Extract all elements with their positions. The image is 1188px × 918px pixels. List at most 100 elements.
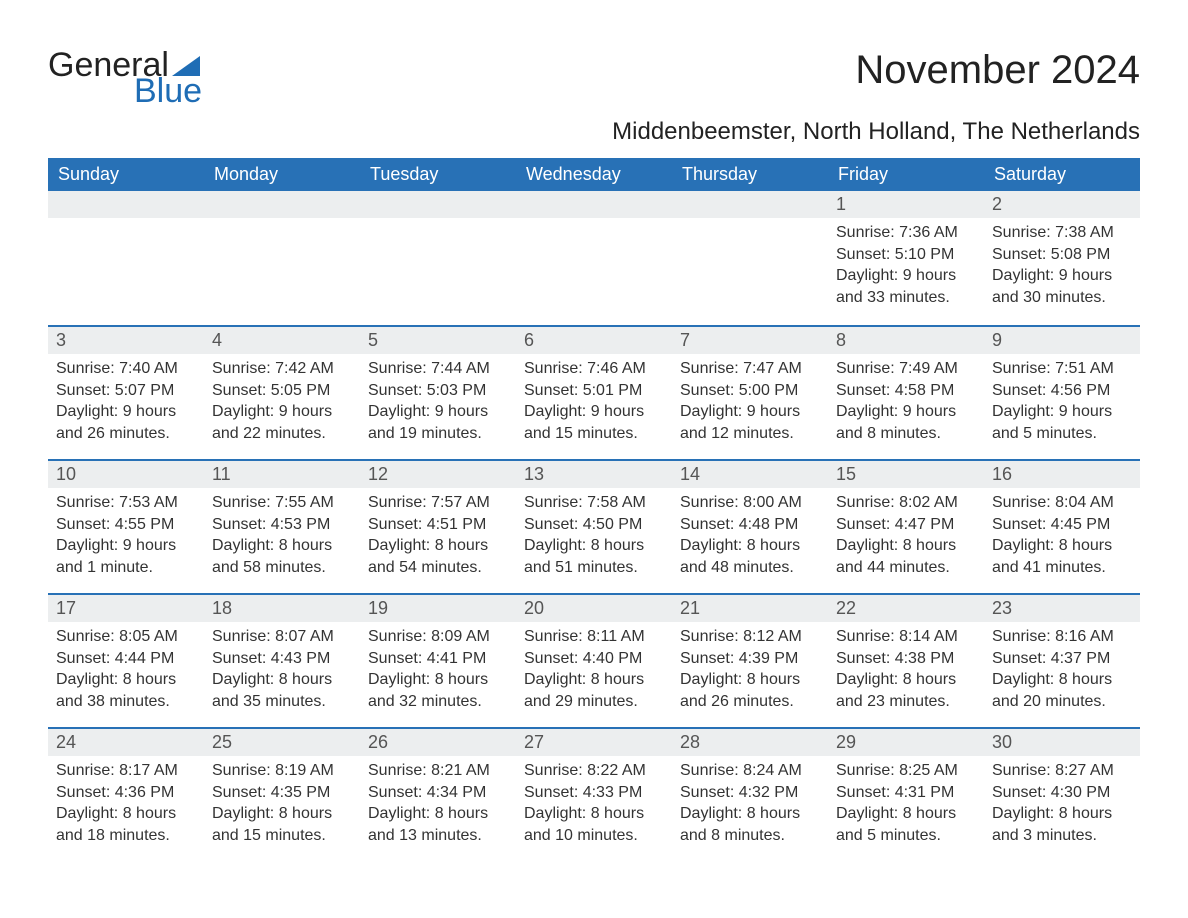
day-day1: Daylight: 8 hours	[56, 669, 196, 691]
day-day1: Daylight: 8 hours	[368, 803, 508, 825]
calendar-cell: 3Sunrise: 7:40 AMSunset: 5:07 PMDaylight…	[48, 327, 204, 459]
day-sunset: Sunset: 4:43 PM	[212, 648, 352, 670]
day-day2: and 23 minutes.	[836, 691, 976, 713]
day-day1: Daylight: 9 hours	[56, 401, 196, 423]
day-number	[360, 191, 516, 218]
day-sunrise: Sunrise: 7:55 AM	[212, 492, 352, 514]
day-sunset: Sunset: 4:53 PM	[212, 514, 352, 536]
day-info: Sunrise: 7:55 AMSunset: 4:53 PMDaylight:…	[204, 488, 360, 588]
day-sunrise: Sunrise: 7:57 AM	[368, 492, 508, 514]
day-number	[516, 191, 672, 218]
day-number: 1	[828, 191, 984, 218]
day-sunset: Sunset: 4:55 PM	[56, 514, 196, 536]
day-sunset: Sunset: 4:39 PM	[680, 648, 820, 670]
calendar-cell	[516, 191, 672, 325]
calendar-cell: 1Sunrise: 7:36 AMSunset: 5:10 PMDaylight…	[828, 191, 984, 325]
day-day1: Daylight: 9 hours	[368, 401, 508, 423]
day-day1: Daylight: 8 hours	[524, 669, 664, 691]
day-day2: and 51 minutes.	[524, 557, 664, 579]
calendar-cell: 12Sunrise: 7:57 AMSunset: 4:51 PMDayligh…	[360, 461, 516, 593]
day-info: Sunrise: 7:57 AMSunset: 4:51 PMDaylight:…	[360, 488, 516, 588]
day-number: 29	[828, 729, 984, 756]
day-day2: and 1 minute.	[56, 557, 196, 579]
day-sunrise: Sunrise: 8:07 AM	[212, 626, 352, 648]
day-day1: Daylight: 8 hours	[992, 535, 1132, 557]
day-number: 13	[516, 461, 672, 488]
day-day2: and 32 minutes.	[368, 691, 508, 713]
day-sunset: Sunset: 4:32 PM	[680, 782, 820, 804]
day-day1: Daylight: 8 hours	[212, 803, 352, 825]
calendar-cell: 7Sunrise: 7:47 AMSunset: 5:00 PMDaylight…	[672, 327, 828, 459]
day-sunset: Sunset: 4:58 PM	[836, 380, 976, 402]
day-day2: and 26 minutes.	[680, 691, 820, 713]
day-sunrise: Sunrise: 7:53 AM	[56, 492, 196, 514]
calendar-cell: 25Sunrise: 8:19 AMSunset: 4:35 PMDayligh…	[204, 729, 360, 861]
day-sunrise: Sunrise: 7:44 AM	[368, 358, 508, 380]
calendar-cell: 16Sunrise: 8:04 AMSunset: 4:45 PMDayligh…	[984, 461, 1140, 593]
day-sunset: Sunset: 4:36 PM	[56, 782, 196, 804]
calendar-cell: 17Sunrise: 8:05 AMSunset: 4:44 PMDayligh…	[48, 595, 204, 727]
calendar-cell: 14Sunrise: 8:00 AMSunset: 4:48 PMDayligh…	[672, 461, 828, 593]
day-day1: Daylight: 9 hours	[992, 265, 1132, 287]
day-sunrise: Sunrise: 8:25 AM	[836, 760, 976, 782]
day-day1: Daylight: 8 hours	[212, 535, 352, 557]
day-day2: and 48 minutes.	[680, 557, 820, 579]
calendar-cell	[360, 191, 516, 325]
day-day1: Daylight: 9 hours	[524, 401, 664, 423]
day-sunset: Sunset: 5:07 PM	[56, 380, 196, 402]
day-number: 9	[984, 327, 1140, 354]
day-number: 15	[828, 461, 984, 488]
day-day2: and 33 minutes.	[836, 287, 976, 309]
weekday-header: Wednesday	[516, 158, 672, 191]
day-sunrise: Sunrise: 8:04 AM	[992, 492, 1132, 514]
weekday-header: Sunday	[48, 158, 204, 191]
day-info: Sunrise: 8:27 AMSunset: 4:30 PMDaylight:…	[984, 756, 1140, 856]
day-day1: Daylight: 8 hours	[524, 803, 664, 825]
day-sunset: Sunset: 4:51 PM	[368, 514, 508, 536]
weekday-header: Friday	[828, 158, 984, 191]
day-number: 12	[360, 461, 516, 488]
day-number: 4	[204, 327, 360, 354]
day-number: 28	[672, 729, 828, 756]
day-sunset: Sunset: 4:35 PM	[212, 782, 352, 804]
calendar-cell: 22Sunrise: 8:14 AMSunset: 4:38 PMDayligh…	[828, 595, 984, 727]
day-sunset: Sunset: 4:31 PM	[836, 782, 976, 804]
calendar-cell: 20Sunrise: 8:11 AMSunset: 4:40 PMDayligh…	[516, 595, 672, 727]
weekday-header-row: Sunday Monday Tuesday Wednesday Thursday…	[48, 158, 1140, 191]
day-day2: and 13 minutes.	[368, 825, 508, 847]
day-info: Sunrise: 8:24 AMSunset: 4:32 PMDaylight:…	[672, 756, 828, 856]
day-sunset: Sunset: 4:45 PM	[992, 514, 1132, 536]
day-info: Sunrise: 8:21 AMSunset: 4:34 PMDaylight:…	[360, 756, 516, 856]
day-sunset: Sunset: 4:50 PM	[524, 514, 664, 536]
calendar-cell: 10Sunrise: 7:53 AMSunset: 4:55 PMDayligh…	[48, 461, 204, 593]
day-info: Sunrise: 8:22 AMSunset: 4:33 PMDaylight:…	[516, 756, 672, 856]
day-day2: and 5 minutes.	[992, 423, 1132, 445]
day-sunrise: Sunrise: 8:11 AM	[524, 626, 664, 648]
day-info: Sunrise: 7:58 AMSunset: 4:50 PMDaylight:…	[516, 488, 672, 588]
day-info: Sunrise: 8:12 AMSunset: 4:39 PMDaylight:…	[672, 622, 828, 722]
day-day2: and 15 minutes.	[212, 825, 352, 847]
day-number: 24	[48, 729, 204, 756]
day-day1: Daylight: 9 hours	[836, 401, 976, 423]
calendar-cell: 21Sunrise: 8:12 AMSunset: 4:39 PMDayligh…	[672, 595, 828, 727]
day-sunset: Sunset: 4:41 PM	[368, 648, 508, 670]
day-sunrise: Sunrise: 8:02 AM	[836, 492, 976, 514]
day-number: 11	[204, 461, 360, 488]
day-day1: Daylight: 8 hours	[680, 535, 820, 557]
calendar-cell: 8Sunrise: 7:49 AMSunset: 4:58 PMDaylight…	[828, 327, 984, 459]
day-sunset: Sunset: 5:00 PM	[680, 380, 820, 402]
day-info: Sunrise: 8:19 AMSunset: 4:35 PMDaylight:…	[204, 756, 360, 856]
weekday-header: Monday	[204, 158, 360, 191]
day-day2: and 15 minutes.	[524, 423, 664, 445]
day-info: Sunrise: 8:09 AMSunset: 4:41 PMDaylight:…	[360, 622, 516, 722]
day-info: Sunrise: 7:53 AMSunset: 4:55 PMDaylight:…	[48, 488, 204, 588]
day-day2: and 35 minutes.	[212, 691, 352, 713]
calendar-page: General Blue November 2024 Middenbeemste…	[0, 0, 1188, 891]
day-info: Sunrise: 7:38 AMSunset: 5:08 PMDaylight:…	[984, 218, 1140, 318]
day-day2: and 3 minutes.	[992, 825, 1132, 847]
day-sunset: Sunset: 4:38 PM	[836, 648, 976, 670]
day-sunrise: Sunrise: 8:21 AM	[368, 760, 508, 782]
day-sunrise: Sunrise: 8:12 AM	[680, 626, 820, 648]
day-sunrise: Sunrise: 8:00 AM	[680, 492, 820, 514]
day-sunset: Sunset: 5:03 PM	[368, 380, 508, 402]
